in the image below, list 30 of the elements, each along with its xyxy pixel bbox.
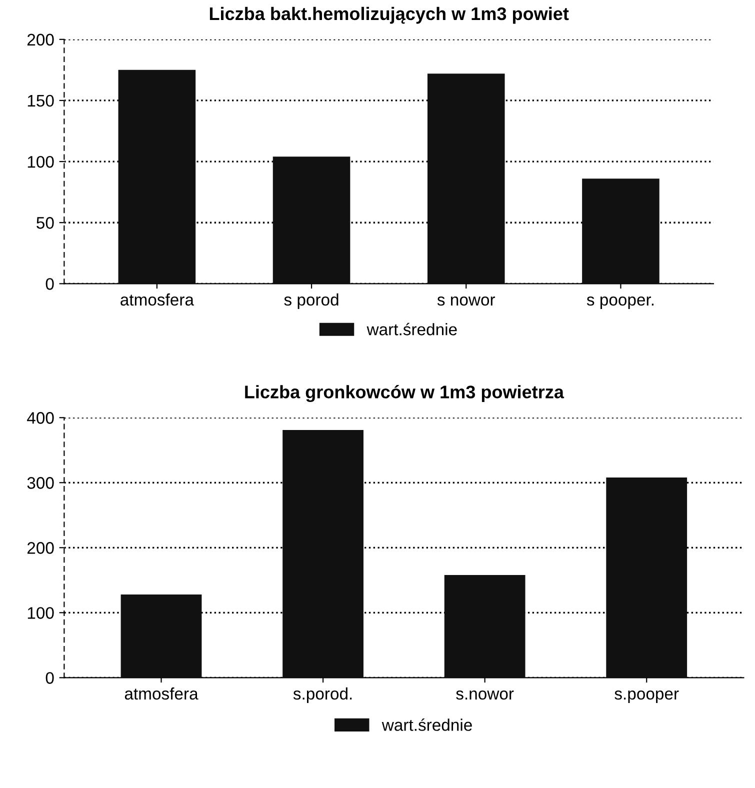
x-tick-label: s porod xyxy=(284,293,338,309)
legend-label: wart.średnie xyxy=(382,718,472,731)
y-tick-label: 0 xyxy=(46,278,54,290)
legend-label: wart.średnie xyxy=(366,322,457,336)
y-tick-label: 300 xyxy=(27,477,54,489)
x-tick-label: s pooper. xyxy=(586,296,654,309)
bar xyxy=(120,594,202,678)
y-tick-label: 200 xyxy=(27,542,54,554)
chart-title: Liczba gronkowców w 1m3 powietrza xyxy=(245,384,564,402)
x-tick-label: s.pooper xyxy=(614,690,679,703)
x-tick-label: s.nowor xyxy=(456,690,514,700)
x-tick-label: s nowor xyxy=(437,296,496,306)
x-tick-label: atmosfera xyxy=(124,687,198,700)
bar xyxy=(282,430,364,678)
x-tick-label: atmosfera xyxy=(120,293,194,306)
y-tick-label: 200 xyxy=(27,34,54,46)
bar xyxy=(606,477,688,678)
bar xyxy=(444,574,526,678)
y-tick-label: 100 xyxy=(28,156,54,168)
x-tick-label: s.porod. xyxy=(293,687,352,703)
y-tick-label: 0 xyxy=(46,672,54,684)
y-tick-label: 100 xyxy=(28,607,54,619)
bar xyxy=(582,178,660,284)
y-tick-label: 150 xyxy=(28,94,54,107)
chart-title: Liczba bakt.hemolizujących w 1m3 powiet xyxy=(210,6,569,24)
bar xyxy=(118,70,196,284)
bar xyxy=(272,156,350,284)
y-tick-label: 50 xyxy=(36,217,54,229)
bar xyxy=(427,74,505,284)
y-tick-label: 400 xyxy=(27,412,54,424)
